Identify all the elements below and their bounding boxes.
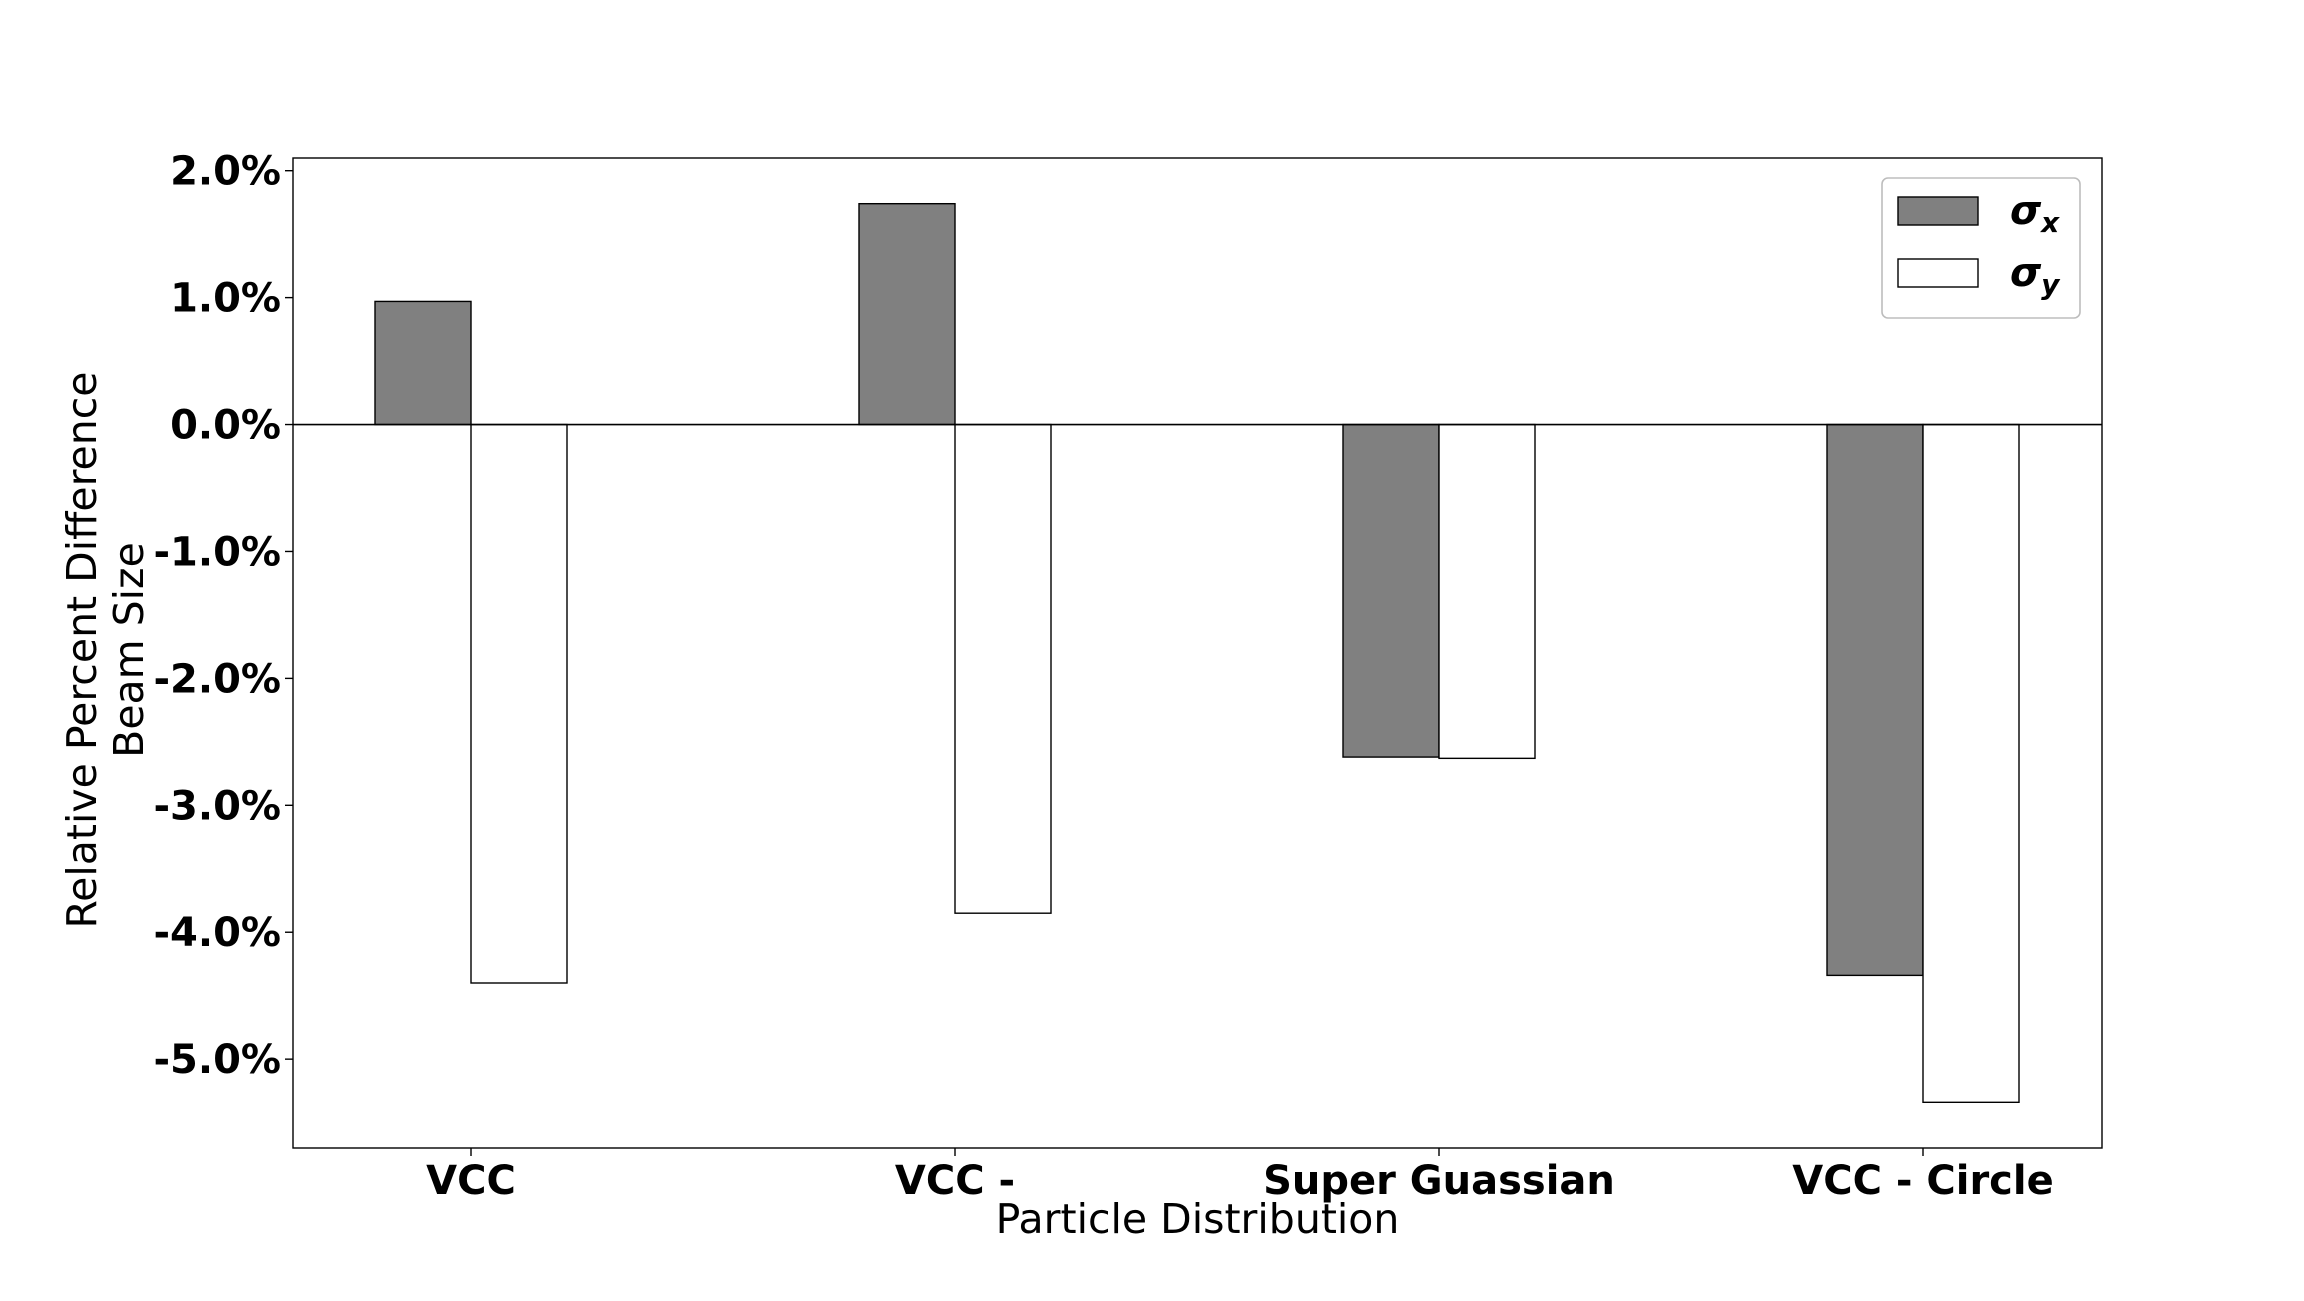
bar-x-3 — [1826, 423, 1924, 977]
y-tick-label: -3.0% — [153, 783, 281, 829]
bar-x-2 — [1342, 423, 1440, 758]
x-tick-label: VCC — [426, 1158, 516, 1204]
legend-label: σy — [2010, 250, 2061, 301]
legend-symbol: σ — [2010, 250, 2042, 296]
bar-y-3 — [1922, 423, 2020, 1104]
y-tick-label: -1.0% — [153, 529, 281, 575]
y-tick-label: 1.0% — [170, 276, 281, 322]
y-axis-label: Relative Percent Difference Beam Size — [58, 371, 153, 928]
y-axis-ticks: 2.0% 1.0% 0.0% -1.0% -2.0% -3.0% -4.0% -5.0% — [153, 149, 293, 1083]
x-tick-label: Super Guassian — [1263, 1158, 1615, 1204]
bar-y-2 — [1438, 423, 1536, 760]
x-tick-label: VCC - — [895, 1158, 1015, 1204]
y-axis-label-line: Beam Size — [105, 542, 153, 758]
bar-y-0 — [470, 423, 568, 984]
y-tick-label: 2.0% — [170, 149, 281, 195]
y-tick-label: -5.0% — [153, 1037, 281, 1083]
legend-subscript: y — [2041, 268, 2061, 301]
bar-y-1 — [954, 423, 1052, 914]
bar-x-1 — [858, 202, 956, 426]
legend-subscript: x — [2039, 206, 2060, 239]
legend-symbol: σ — [2010, 188, 2042, 234]
y-axis-label-line: Relative Percent Difference — [58, 371, 106, 928]
x-axis-ticks: VCC VCC - Super Guassian VCC - Circle — [426, 1148, 2054, 1204]
legend-label: σx — [2010, 188, 2060, 239]
y-tick-label: -4.0% — [153, 910, 281, 956]
bar-x-0 — [374, 300, 472, 426]
bars-group — [374, 202, 2020, 1104]
legend-swatch — [1897, 196, 1979, 226]
x-axis-label: Particle Distribution — [996, 1195, 1400, 1243]
plot-frame — [292, 157, 2103, 1149]
y-tick-label: 0.0% — [170, 403, 281, 449]
y-tick-label: -2.0% — [153, 656, 281, 702]
legend-swatch — [1897, 258, 1979, 288]
x-tick-label: VCC - Circle — [1792, 1158, 2053, 1204]
